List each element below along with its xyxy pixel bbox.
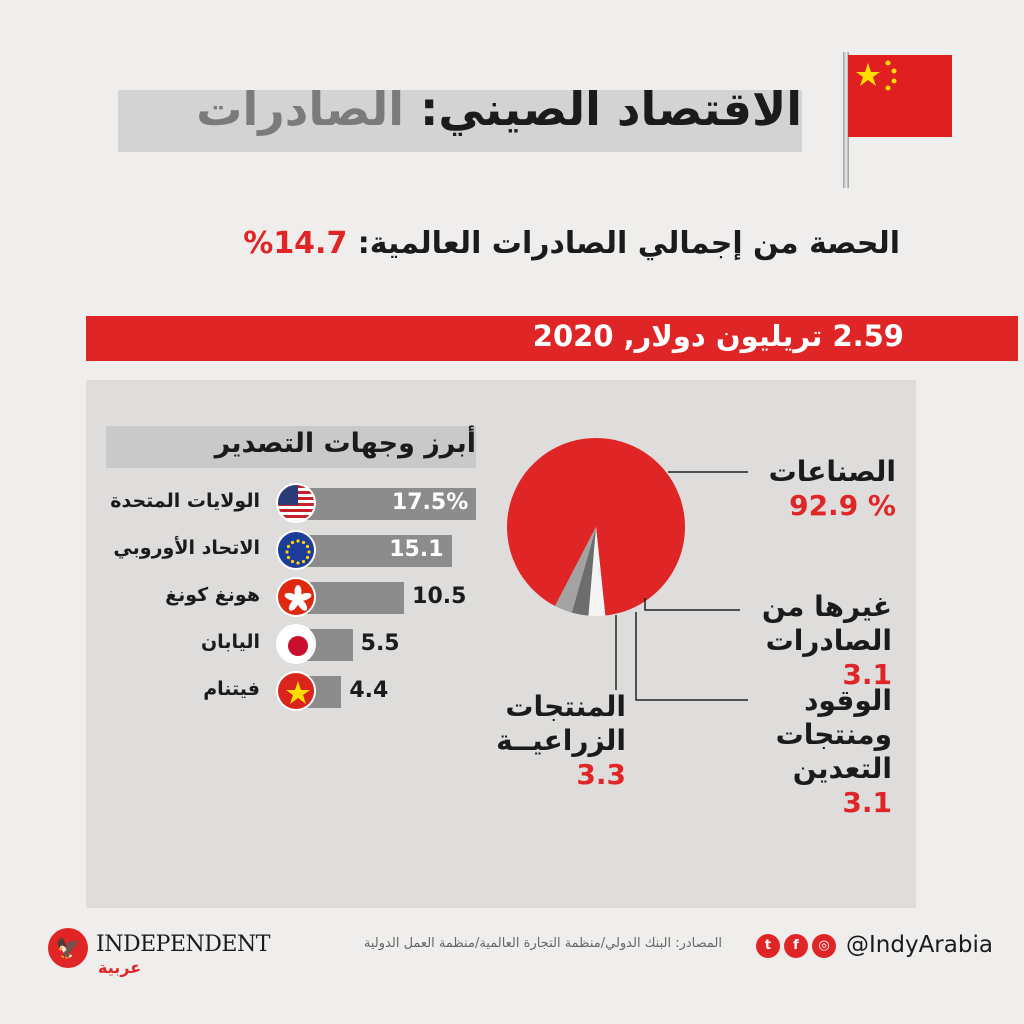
label-text: الوقود ومنتجات التعدين — [775, 684, 892, 785]
title-background — [118, 90, 802, 152]
logo-subtitle: عربية — [98, 958, 142, 977]
bar-value: 10.5 — [412, 584, 467, 609]
flag-pole — [843, 52, 849, 188]
pie-slice — [571, 527, 596, 616]
pie-slice — [588, 527, 606, 616]
country-label: الولايات المتحدة — [110, 490, 260, 512]
title-main: الاقتصاد الصيني: — [420, 82, 802, 136]
share-label: الحصة من إجمالي الصادرات العالمية: — [357, 226, 900, 261]
destinations-header-bg — [106, 426, 476, 468]
share-value: 14.7% — [243, 226, 348, 261]
bar-row: 15.1 الاتحاد الأوروبي — [0, 529, 1024, 570]
bar-value: 17.5% — [391, 490, 469, 515]
bar — [296, 488, 477, 520]
sources: المصادر: البنك الدولي/منظمة التجارة العا… — [363, 936, 722, 951]
chart-panel — [86, 380, 916, 908]
label-value: 3.1 — [842, 786, 892, 819]
japan-flag-icon — [276, 624, 316, 664]
country-label: فيتنام — [203, 678, 260, 700]
independent-logo-icon: 🦅 — [48, 928, 88, 968]
hong-kong-flag-icon — [276, 577, 316, 617]
bar-row: 4.4 فيتنام — [0, 670, 1024, 711]
page-title: الاقتصاد الصيني: الصادرات — [196, 82, 802, 136]
china-flag-icon — [848, 55, 952, 137]
pie-label-agri: المنتجات الزراعيــة 3.3 — [486, 690, 626, 792]
twitter-icon[interactable]: t — [756, 934, 780, 958]
total-banner — [86, 316, 1018, 361]
country-label: اليابان — [200, 631, 260, 653]
bar-value: 5.5 — [360, 631, 400, 656]
pie-slice — [507, 438, 686, 616]
bar-value: 4.4 — [349, 678, 389, 703]
label-text: غيرها من الصادرات — [761, 590, 892, 657]
leader-line-fuel — [635, 612, 748, 701]
bar-value: 15.1 — [389, 537, 444, 562]
label-value: 3.3 — [576, 758, 626, 791]
eu-flag-icon — [276, 530, 316, 570]
title-sub: الصادرات — [196, 82, 404, 136]
vietnam-flag-icon — [276, 671, 316, 711]
pie-label-fuel: الوقود ومنتجات التعدين 3.1 — [742, 684, 892, 820]
bar-row: 17.5% الولايات المتحدة — [0, 482, 1024, 523]
country-label: الاتحاد الأوروبي — [113, 537, 260, 559]
bar-row: 5.5 اليابان — [0, 623, 1024, 664]
pie-label-other: غيرها من الصادرات 3.1 — [752, 590, 892, 692]
social-handle[interactable]: @IndyArabia — [846, 932, 993, 958]
instagram-icon[interactable]: ◎ — [812, 934, 836, 958]
pie-slice — [555, 527, 596, 613]
country-label: هونغ كونغ — [165, 584, 260, 606]
label-value: 3.1 — [842, 658, 892, 691]
total-exports: 2.59 تريليون دولار, 2020 — [532, 319, 904, 353]
destinations-title: أبرز وجهات التصدير — [214, 428, 476, 459]
bar — [296, 535, 452, 567]
us-flag-icon — [276, 483, 316, 523]
world-export-share: الحصة من إجمالي الصادرات العالمية: 14.7% — [243, 226, 900, 261]
label-value: % 92.9 — [789, 489, 896, 522]
leader-line-other — [644, 598, 740, 611]
label-text: الصناعات — [768, 455, 896, 488]
bar-row: 10.5 هونغ كونغ — [0, 576, 1024, 617]
facebook-icon[interactable]: f — [784, 934, 808, 958]
pie-label-industry: الصناعات% 92.9 — [769, 455, 896, 523]
label-text: المنتجات الزراعيــة — [496, 690, 626, 757]
logo-text: INDEPENDENT — [96, 932, 270, 957]
